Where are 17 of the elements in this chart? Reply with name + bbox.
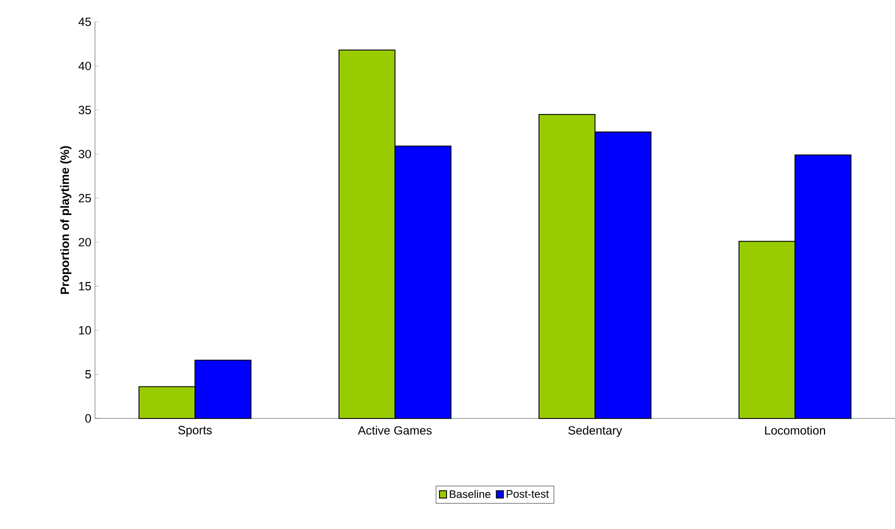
y-tick-label: 30 [78, 150, 91, 158]
y-tick-label: 45 [78, 18, 91, 26]
y-tick-label: 40 [78, 62, 91, 70]
y-axis-title: Proportion of playtime (%) [60, 146, 72, 294]
legend-label: Baseline [450, 490, 490, 498]
y-tick-label: 20 [78, 238, 91, 247]
x-tick-label: Locomotion [765, 426, 826, 435]
y-tick-label: 0 [85, 414, 92, 423]
x-tick-label: Sedentary [568, 426, 622, 438]
x-tick-label: Active Games [358, 426, 432, 435]
y-tick-label: 10 [79, 326, 91, 335]
y-tick-label: 15 [79, 282, 91, 291]
y-tick-label: 5 [85, 370, 91, 379]
x-tick-label: Sports [178, 426, 212, 437]
legend-label: Post-test [506, 490, 549, 498]
y-tick-label: 25 [78, 194, 91, 202]
y-tick-label: 35 [78, 106, 91, 114]
